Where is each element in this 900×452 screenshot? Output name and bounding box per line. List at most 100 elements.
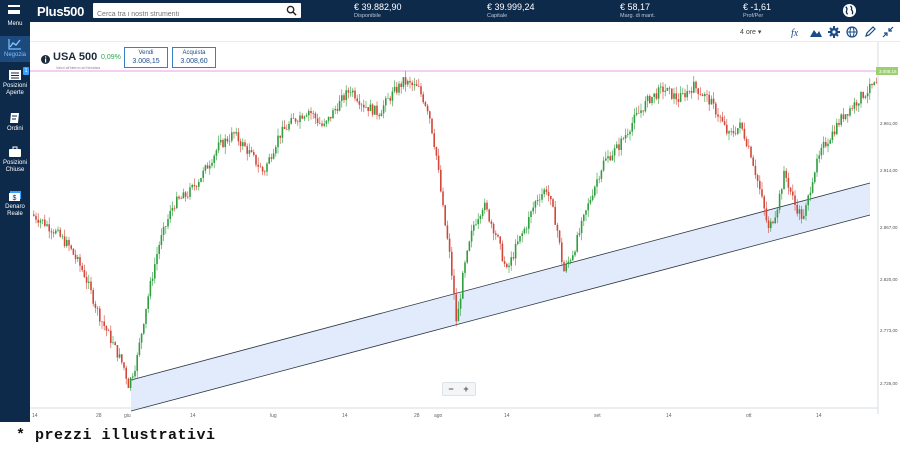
globe-icon[interactable]: [846, 26, 858, 38]
candle-body: [473, 224, 475, 231]
x-tick-label: 14: [504, 413, 510, 419]
buy-button[interactable]: Acquista 3.008,60: [172, 47, 216, 68]
candle-body: [255, 154, 257, 165]
sidebar-item-orders[interactable]: Ordini: [0, 112, 30, 136]
candle-body: [105, 326, 108, 331]
x-tick-label: 28: [414, 413, 420, 419]
candle-body: [598, 178, 600, 180]
candle-body: [413, 84, 416, 86]
candle-body: [396, 86, 398, 93]
candle-body: [490, 221, 493, 224]
timeframe-selector[interactable]: 4 ore ▾: [740, 28, 761, 36]
menu-button[interactable]: [0, 0, 30, 22]
candle-body: [239, 141, 242, 147]
candle-body: [103, 321, 105, 327]
candle-body: [277, 135, 279, 148]
candle-body: [701, 94, 704, 97]
candle-body: [719, 116, 721, 118]
candle-body: [198, 181, 200, 187]
zoom-in-button[interactable]: +: [463, 384, 469, 394]
candle-body: [554, 206, 556, 225]
candle-body: [195, 186, 198, 187]
chart-toolbar: 4 ore ▾ fx: [30, 22, 900, 42]
candle-body: [48, 224, 50, 232]
mountain-icon[interactable]: [810, 26, 822, 38]
candle-body: [431, 118, 433, 134]
pencil-icon[interactable]: [864, 26, 876, 38]
candle-body: [869, 83, 871, 94]
candle-body: [525, 228, 528, 230]
candle-body: [728, 131, 730, 134]
candle-body: [569, 260, 572, 262]
candle-body: [127, 378, 130, 389]
candle-body: [50, 231, 53, 233]
candle-body: [741, 122, 743, 129]
y-tick-label: 2.726,00: [880, 381, 898, 386]
candle-body: [611, 155, 614, 161]
candle-body: [796, 204, 798, 214]
candle-body: [772, 221, 774, 224]
candle-body: [510, 257, 512, 266]
candle-body: [114, 342, 116, 346]
candle-body: [624, 135, 627, 139]
candle-body: [704, 94, 706, 97]
candle-body: [853, 102, 856, 109]
candle-body: [424, 102, 427, 106]
candle-body: [224, 138, 226, 148]
candle-body: [635, 112, 638, 115]
sell-button[interactable]: Vendi 3.008,15: [124, 47, 168, 68]
gear-icon[interactable]: [828, 26, 840, 38]
candle-body: [781, 189, 783, 194]
collapse-icon[interactable]: [882, 26, 894, 38]
candle-body: [341, 95, 343, 101]
search-icon[interactable]: [286, 5, 297, 16]
candle-body: [253, 152, 255, 155]
candle-body: [330, 116, 332, 119]
candle-body: [358, 101, 361, 105]
candle-body: [246, 146, 248, 154]
candle-body: [442, 191, 444, 206]
candle-body: [607, 156, 609, 159]
candle-body: [270, 157, 273, 159]
function-icon[interactable]: fx: [790, 26, 802, 38]
candle-body: [444, 205, 446, 226]
candle-body: [794, 195, 796, 205]
language-globe-icon[interactable]: [842, 3, 857, 18]
candle-body: [446, 225, 449, 239]
candle-body: [574, 251, 576, 256]
zoom-out-button[interactable]: −: [448, 384, 454, 394]
candle-body: [783, 170, 785, 190]
menu-label: Menu: [7, 21, 23, 27]
candle-body: [561, 242, 563, 263]
sidebar-item-real-money[interactable]: $ Denaro Reale: [0, 190, 30, 224]
search-box[interactable]: [93, 3, 301, 22]
candle-body: [847, 114, 849, 116]
candle-body: [761, 189, 763, 197]
candle-body: [715, 103, 717, 115]
candle-body: [497, 234, 499, 237]
candle-body: [499, 236, 501, 244]
sidebar-item-open-positions[interactable]: 1 Posizioni Aperte: [0, 67, 30, 103]
sidebar-menu[interactable]: Menu: [0, 0, 30, 44]
candle-body: [46, 224, 48, 226]
candle-body: [816, 158, 818, 173]
instrument-name: USA 500: [53, 51, 98, 63]
candle-body: [664, 90, 666, 92]
x-tick-label: 14: [816, 413, 822, 419]
candle-body: [134, 370, 136, 377]
candle-body: [248, 150, 251, 154]
chart-area[interactable]: 2.961,00 2.914,00 2.867,00 2.820,00 2.773,00…: [30, 42, 900, 422]
trend-channel-lower: [130, 214, 871, 412]
candle-body: [706, 94, 708, 95]
info-icon[interactable]: [40, 54, 51, 65]
candle-body: [534, 201, 537, 208]
price-chart[interactable]: 2.961,00 2.914,00 2.867,00 2.820,00 2.773,00…: [30, 42, 900, 422]
instrument-change: 0,09%: [101, 54, 121, 61]
candle-body: [827, 143, 829, 147]
candle-body: [308, 110, 310, 116]
search-input[interactable]: [93, 7, 278, 22]
candle-body: [822, 141, 825, 148]
sidebar-item-closed-positions[interactable]: Posizioni Chiuse: [0, 146, 30, 180]
sidebar-item-trade[interactable]: Negozia: [0, 36, 30, 62]
candle-body: [422, 94, 424, 103]
